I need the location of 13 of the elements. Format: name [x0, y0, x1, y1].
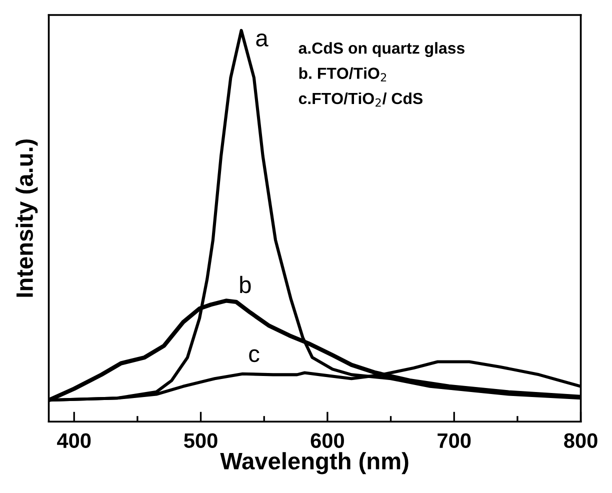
x-axis-title: Wavelength (nm): [220, 452, 408, 474]
series-label: c: [249, 349, 260, 362]
annotation: a.CdS on quartz glass: [298, 42, 464, 58]
annotation: c.FTO/TiO$_{2}$/ CdS: [298, 92, 422, 107]
x-tick-label: 800: [564, 433, 598, 448]
series-label: b: [240, 276, 251, 294]
series-label: a: [256, 34, 268, 46]
x-tick-label: 400: [57, 433, 91, 448]
y-axis-title: Intensity (a.u.): [16, 139, 38, 297]
x-tick-label: 700: [438, 433, 471, 448]
x-tick-label: 600: [310, 433, 344, 448]
x-tick-label: 500: [184, 433, 218, 448]
annotation: b. FTO/TiO$_{2}$: [299, 67, 386, 82]
